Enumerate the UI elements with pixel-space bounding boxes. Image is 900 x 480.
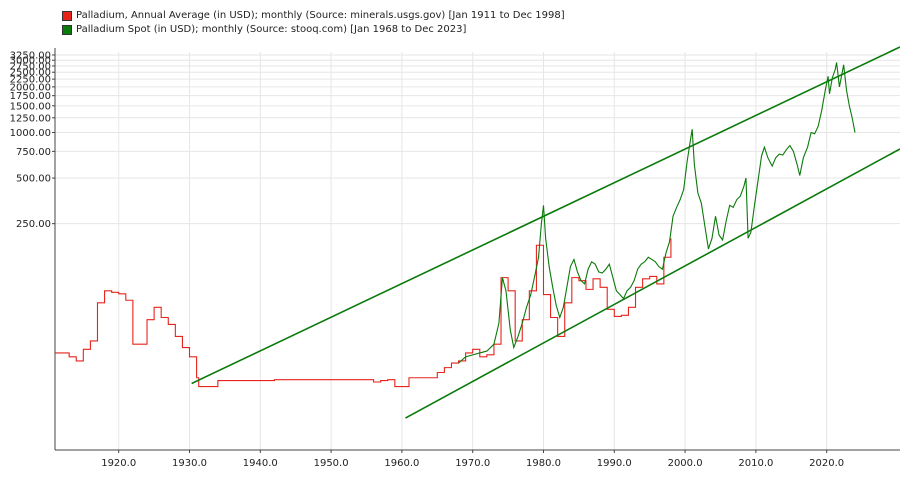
x-tick-label: 2000.0 [668,458,703,469]
legend-label: Palladium Spot (in USD); monthly (Source… [76,24,467,35]
legend-swatch-red [62,11,72,21]
y-tick-label: 3000.00 [10,56,51,67]
y-tick-label: 500.00 [16,174,51,185]
x-tick-label: 1950.0 [314,458,349,469]
series-line-spot [458,62,856,364]
legend-swatch-green [62,25,72,35]
x-tick-label: 1970.0 [455,458,490,469]
y-tick-label: 2500.00 [10,68,51,79]
legend-entry-spot: Palladium Spot (in USD); monthly (Source… [62,23,565,37]
y-tick-label: 2250.00 [10,75,51,86]
x-tick-label: 1920.0 [101,458,136,469]
y-tick-label: 2750.00 [10,61,51,72]
x-tick-label: 1940.0 [243,458,278,469]
x-tick-label: 1960.0 [384,458,419,469]
y-tick-label: 2000.00 [10,82,51,93]
y-tick-label: 1000.00 [10,128,51,139]
y-tick-label: 1750.00 [10,91,51,102]
y-tick-label: 3250.00 [10,50,51,61]
legend-label: Palladium, Annual Average (in USD); mont… [76,10,565,21]
y-tick-label: 750.00 [16,147,51,158]
x-tick-label: 2020.0 [809,458,844,469]
lower-trend-line [405,148,900,419]
series-line-annual-average [55,238,672,388]
y-tick-label: 1250.00 [10,113,51,124]
legend: Palladium, Annual Average (in USD); mont… [62,9,565,37]
y-tick-label: 1500.00 [10,101,51,112]
x-tick-label: 1930.0 [172,458,207,469]
x-tick-label: 1980.0 [526,458,561,469]
legend-entry-annual-average: Palladium, Annual Average (in USD); mont… [62,9,565,23]
upper-trend-line [191,46,900,385]
x-tick-label: 2010.0 [738,458,773,469]
x-tick-label: 1990.0 [597,458,632,469]
y-tick-label: 250.00 [16,219,51,230]
